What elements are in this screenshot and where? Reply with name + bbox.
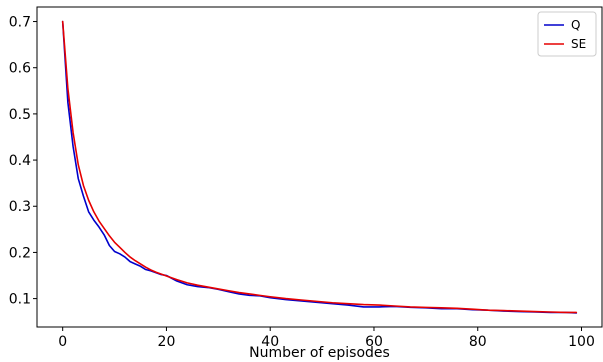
- legend-label-q: Q: [571, 18, 580, 32]
- x-tick-label: 60: [365, 334, 383, 350]
- y-tick-label: 0.6: [9, 61, 31, 77]
- x-tick-label: 20: [158, 334, 176, 350]
- y-tick-label: 0.5: [9, 107, 31, 123]
- y-tick-label: 0.3: [9, 199, 31, 215]
- y-tick-label: 0.1: [9, 292, 31, 308]
- series-lines: [61, 20, 578, 314]
- y-axis-ticks: 0.1 0.2 0.3 0.4 0.5 0.6 0.7: [9, 15, 37, 308]
- legend-label-se: SE: [571, 37, 586, 51]
- x-axis-ticks: 0 20 40 60 80 100: [58, 327, 595, 350]
- plot-frame: [36, 6, 603, 328]
- legend-box: [537, 11, 597, 57]
- x-tick-label: 0: [58, 334, 67, 350]
- x-tick-label: 80: [469, 334, 487, 350]
- y-tick-label: 0.7: [9, 15, 31, 31]
- y-tick-label: 0.4: [9, 153, 31, 169]
- x-tick-label: 100: [568, 334, 595, 350]
- y-tick-label: 0.2: [9, 245, 31, 261]
- x-tick-label: 40: [261, 334, 279, 350]
- series-line-se: [61, 20, 578, 314]
- x-axis-label: Number of episodes: [249, 345, 390, 361]
- legend: Q SE: [537, 11, 597, 57]
